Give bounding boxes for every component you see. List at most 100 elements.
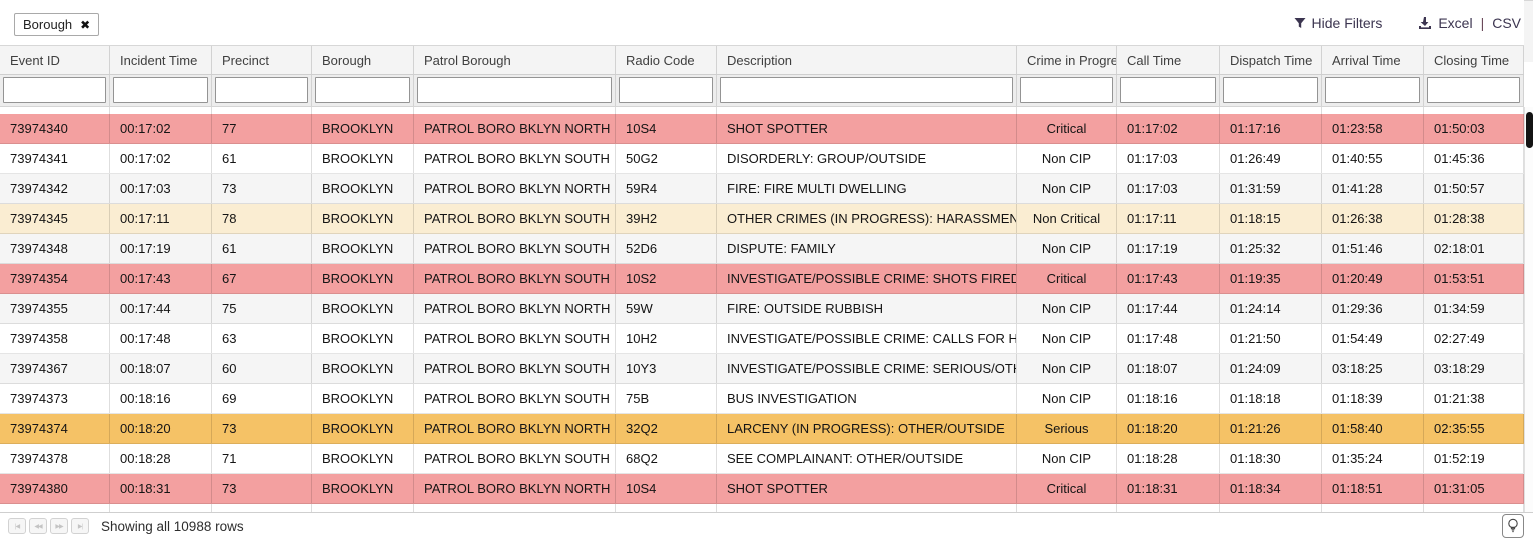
cell-description: FIRE: OUTSIDE RUBBISH [717, 294, 1017, 323]
column-header-borough[interactable]: Borough [312, 46, 414, 74]
table-row[interactable]: 73974340 00:17:02 77 BROOKLYN PATROL BORO BK… [0, 114, 1524, 144]
column-header-description[interactable]: Description [717, 46, 1017, 74]
remove-filter-icon[interactable]: ✖ [80, 17, 91, 32]
cell-borough: BROOKLYN [312, 414, 414, 443]
table-row[interactable]: 73974341 00:17:02 61 BROOKLYN PATROL BORO BK… [0, 144, 1524, 174]
column-header-event-id[interactable]: Event ID [0, 46, 110, 74]
column-header-crime-in-progre[interactable]: Crime in Progre... [1017, 46, 1117, 74]
filter-cell-patrol-borough [414, 75, 616, 106]
filter-input-arrival-time[interactable] [1325, 77, 1420, 103]
lightbulb-icon [1508, 518, 1518, 533]
vertical-scrollbar[interactable] [1524, 107, 1533, 512]
clipped-cell [717, 504, 1017, 512]
pagination-controls: |◀ ◀◀ ▶▶ ▶| [8, 518, 89, 534]
column-header-radio-code[interactable]: Radio Code [616, 46, 717, 74]
header-corner-pad [1524, 0, 1533, 62]
cell-crime-in-progre: Non CIP [1017, 234, 1117, 263]
export-csv-link[interactable]: CSV [1492, 14, 1521, 31]
cell-dispatch-time: 01:25:32 [1220, 234, 1322, 263]
clipped-cell [1117, 107, 1220, 114]
table-row[interactable]: 73974367 00:18:07 60 BROOKLYN PATROL BORO BK… [0, 354, 1524, 384]
filter-input-crime-in-progre[interactable] [1020, 77, 1113, 103]
cell-patrol-borough: PATROL BORO BKLYN NORTH [414, 114, 616, 143]
last-page-button[interactable]: ▶| [71, 518, 89, 534]
scrollbar-thumb[interactable] [1526, 112, 1533, 148]
cell-event-id: 73974380 [0, 474, 110, 503]
clipped-cell [1017, 107, 1117, 114]
filter-input-radio-code[interactable] [619, 77, 713, 103]
column-header-closing-time[interactable]: Closing Time [1424, 46, 1524, 74]
cell-borough: BROOKLYN [312, 384, 414, 413]
column-header-arrival-time[interactable]: Arrival Time [1322, 46, 1424, 74]
cell-description: DISORDERLY: GROUP/OUTSIDE [717, 144, 1017, 173]
clipped-cell [414, 107, 616, 114]
filter-input-incident-time[interactable] [113, 77, 208, 103]
cell-call-time: 01:18:31 [1117, 474, 1220, 503]
table-row[interactable]: 73974373 00:18:16 69 BROOKLYN PATROL BORO BK… [0, 384, 1524, 414]
cell-dispatch-time: 01:18:15 [1220, 204, 1322, 233]
cell-arrival-time: 01:23:58 [1322, 114, 1424, 143]
table-row[interactable]: 73974345 00:17:11 78 BROOKLYN PATROL BORO BK… [0, 204, 1524, 234]
cell-event-id: 73974378 [0, 444, 110, 473]
cell-incident-time: 00:18:16 [110, 384, 212, 413]
cell-dispatch-time: 01:21:26 [1220, 414, 1322, 443]
cell-closing-time: 01:28:38 [1424, 204, 1524, 233]
cell-arrival-time: 03:18:25 [1322, 354, 1424, 383]
cell-closing-time: 02:27:49 [1424, 324, 1524, 353]
cell-dispatch-time: 01:17:16 [1220, 114, 1322, 143]
cell-incident-time: 00:17:19 [110, 234, 212, 263]
cell-radio-code: 75B [616, 384, 717, 413]
column-header-incident-time[interactable]: Incident Time [110, 46, 212, 74]
filter-input-patrol-borough[interactable] [417, 77, 612, 103]
table-row[interactable]: 73974380 00:18:31 73 BROOKLYN PATROL BORO BK… [0, 474, 1524, 504]
hide-filters-button[interactable]: Hide Filters [1294, 15, 1382, 31]
cell-description: LARCENY (IN PROGRESS): OTHER/OUTSIDE [717, 414, 1017, 443]
column-header-dispatch-time[interactable]: Dispatch Time [1220, 46, 1322, 74]
next-page-button[interactable]: ▶▶ [50, 518, 68, 534]
table-row[interactable]: 73974374 00:18:20 73 BROOKLYN PATROL BORO BK… [0, 414, 1524, 444]
cell-borough: BROOKLYN [312, 114, 414, 143]
cell-borough: BROOKLYN [312, 234, 414, 263]
filter-input-borough[interactable] [315, 77, 410, 103]
filter-input-event-id[interactable] [3, 77, 106, 103]
column-header-patrol-borough[interactable]: Patrol Borough [414, 46, 616, 74]
cell-radio-code: 52D6 [616, 234, 717, 263]
first-page-button[interactable]: |◀ [8, 518, 26, 534]
cell-crime-in-progre: Serious [1017, 414, 1117, 443]
table-row[interactable]: 73974342 00:17:03 73 BROOKLYN PATROL BORO BK… [0, 174, 1524, 204]
cell-incident-time: 00:18:20 [110, 414, 212, 443]
filter-input-precinct[interactable] [215, 77, 308, 103]
cell-radio-code: 10S2 [616, 264, 717, 293]
prev-page-button[interactable]: ◀◀ [29, 518, 47, 534]
cell-borough: BROOKLYN [312, 204, 414, 233]
clipped-cell [0, 504, 110, 512]
cell-precinct: 73 [212, 474, 312, 503]
cell-call-time: 01:17:11 [1117, 204, 1220, 233]
download-icon [1419, 16, 1432, 29]
cell-call-time: 01:18:16 [1117, 384, 1220, 413]
table-row[interactable]: 73974354 00:17:43 67 BROOKLYN PATROL BORO BK… [0, 264, 1524, 294]
borough-filter-chip[interactable]: Borough ✖ [14, 13, 100, 36]
cell-borough: BROOKLYN [312, 144, 414, 173]
clipped-cell [1424, 107, 1524, 114]
cell-precinct: 61 [212, 234, 312, 263]
table-row[interactable]: 73974355 00:17:44 75 BROOKLYN PATROL BORO BK… [0, 294, 1524, 324]
cell-arrival-time: 01:54:49 [1322, 324, 1424, 353]
column-header-precinct[interactable]: Precinct [212, 46, 312, 74]
cell-crime-in-progre: Critical [1017, 114, 1117, 143]
cell-crime-in-progre: Non Critical [1017, 204, 1117, 233]
filter-input-description[interactable] [720, 77, 1013, 103]
filter-input-dispatch-time[interactable] [1223, 77, 1318, 103]
export-excel-link[interactable]: Excel [1438, 14, 1473, 31]
table-row[interactable]: 73974378 00:18:28 71 BROOKLYN PATROL BORO BK… [0, 444, 1524, 474]
filter-input-call-time[interactable] [1120, 77, 1216, 103]
filter-input-closing-time[interactable] [1427, 77, 1520, 103]
cell-call-time: 01:18:20 [1117, 414, 1220, 443]
cell-incident-time: 00:17:02 [110, 144, 212, 173]
cell-precinct: 75 [212, 294, 312, 323]
table-row[interactable]: 73974358 00:17:48 63 BROOKLYN PATROL BORO BK… [0, 324, 1524, 354]
column-header-call-time[interactable]: Call Time [1117, 46, 1220, 74]
table-row[interactable]: 73974348 00:17:19 61 BROOKLYN PATROL BORO BK… [0, 234, 1524, 264]
tips-button[interactable] [1502, 514, 1524, 538]
cell-description: BUS INVESTIGATION [717, 384, 1017, 413]
